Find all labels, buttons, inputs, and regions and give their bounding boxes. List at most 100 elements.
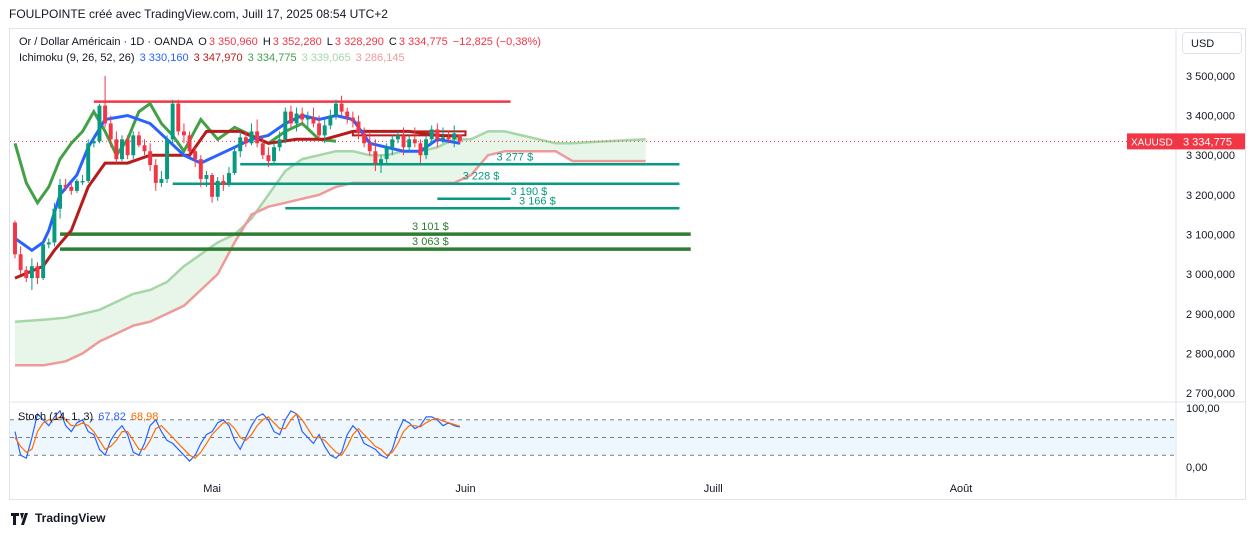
stoch-k-line [14, 409, 461, 462]
ohlc-low-key: L [326, 36, 333, 48]
candle-body [46, 242, 51, 245]
level-label: 3 277 $ [497, 151, 534, 163]
candle-body [339, 103, 344, 112]
symbol-tag [1127, 133, 1177, 150]
candle-body [390, 139, 395, 148]
candle-body [429, 129, 434, 140]
candle-body [91, 141, 96, 144]
price-tick-label: 2 800,000 [1186, 348, 1235, 360]
candle-body [221, 180, 226, 185]
candle-body [255, 131, 260, 144]
candle-body [418, 143, 423, 156]
ichimoku-cloud [15, 131, 646, 366]
candle-body [294, 113, 299, 124]
ichimoku-span-a [14, 130, 646, 323]
candle-body [322, 125, 327, 136]
candle-body [373, 151, 378, 164]
stoch-tick-label: 100,00 [1186, 403, 1220, 415]
candle-body [193, 151, 198, 160]
candle-body [18, 254, 23, 271]
ohlc-open: 3 350,960 [208, 36, 258, 48]
price-tick-label: 3 100,000 [1186, 229, 1235, 241]
candle-body [232, 151, 237, 174]
stoch-d-value: 68,98 [130, 411, 159, 423]
candle-body [170, 103, 175, 140]
price-tick-label: 3 400,000 [1186, 111, 1235, 123]
candle-body [153, 165, 158, 183]
price-tick-label: 2 900,000 [1186, 309, 1235, 321]
price-tick-label: 3 500,000 [1186, 71, 1235, 83]
level-label: 3 063 $ [412, 236, 449, 248]
candle-body [446, 137, 451, 140]
candle-body [58, 184, 63, 209]
candle-body [305, 117, 310, 120]
candle-body [136, 135, 141, 146]
candle-body [345, 111, 350, 118]
candle-body [266, 155, 271, 162]
price-tag [1177, 133, 1245, 150]
time-tick-label: Juin [455, 483, 475, 495]
candle-body [120, 139, 124, 160]
candle-body [288, 111, 293, 124]
candle-body [249, 131, 254, 144]
candle-body [86, 143, 91, 181]
price-tick-label: 3 300,000 [1186, 150, 1235, 162]
ohlc-close: 3 334,775 [398, 36, 448, 48]
candle-body [328, 115, 333, 126]
ichimoku-spana-value: 3 339,065 [301, 52, 351, 64]
candle-body [350, 117, 355, 122]
candle-body [334, 103, 338, 116]
ohlc-close-key: C [388, 36, 397, 48]
candle-body [159, 178, 164, 183]
level-label: 3 190 $ [511, 186, 548, 198]
candle-body [69, 186, 74, 191]
candle-body [384, 147, 389, 160]
candle-body [243, 137, 248, 144]
candle-body [142, 145, 147, 152]
candle-body [63, 184, 68, 187]
candle-body [227, 173, 231, 185]
tradingview-brand: TradingView [35, 511, 106, 525]
ichimoku-tenkan-value: 3 330,160 [139, 52, 189, 64]
time-tick-label: Août [950, 483, 973, 495]
ichimoku-tenkan-line [14, 113, 461, 253]
candle-body [300, 113, 305, 120]
chart-attribution: FOULPOINTE créé avec TradingView.com, Ju… [9, 7, 388, 21]
candle-body [356, 121, 361, 134]
candle-body [283, 111, 288, 140]
candle-body [412, 139, 417, 144]
stoch-d-line [14, 413, 461, 459]
level-label: 3 101 $ [412, 221, 449, 233]
candle-body [148, 151, 153, 166]
candle-body [395, 135, 400, 140]
candle-body [452, 133, 457, 140]
level-label: 3 166 $ [519, 195, 556, 207]
stoch-label: Stoch (14, 1, 3) [18, 411, 94, 423]
symbol-name: Or / Dollar Américain · 1D · OANDA [19, 36, 194, 48]
tradingview-logo[interactable]: TradingView [11, 511, 105, 525]
stoch-tick-label: 0,00 [1186, 462, 1207, 474]
candle-body [311, 117, 316, 124]
candle-body [367, 143, 372, 152]
candle-body [52, 208, 57, 243]
stoch-k-value: 67,82 [98, 411, 126, 423]
chart-frame [9, 28, 1246, 500]
candle-body [424, 139, 429, 156]
currency-button[interactable]: USD [1182, 32, 1242, 54]
price-tick-label: 3 000,000 [1186, 269, 1235, 281]
price-tag-text: 3 334,775 [1183, 136, 1232, 148]
candle-body [13, 222, 17, 255]
candle-body [277, 139, 282, 148]
ohlc-open-key: O [198, 36, 207, 48]
candle-body [181, 131, 186, 136]
candle-body [272, 147, 276, 162]
candle-body [435, 129, 440, 140]
tradingview-icon [11, 512, 28, 525]
candle-body [401, 135, 406, 148]
ichimoku-span-b [15, 149, 646, 367]
candle-body [24, 270, 29, 279]
candle-body [260, 143, 265, 156]
ichimoku-kijun-line [14, 129, 460, 280]
